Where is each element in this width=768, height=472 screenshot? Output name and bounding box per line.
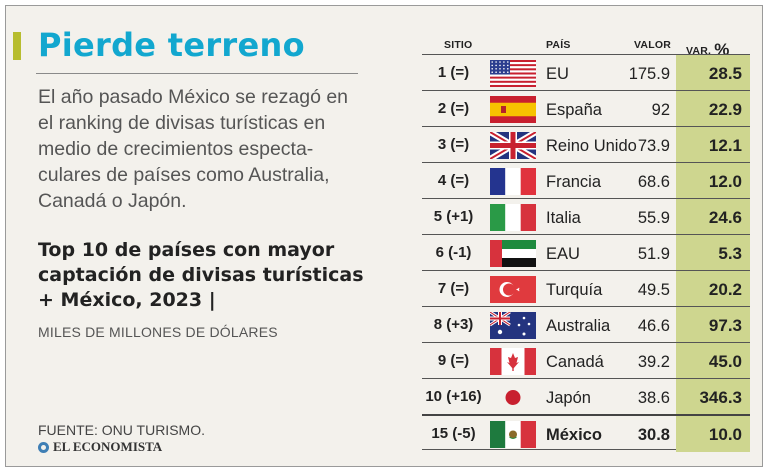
canada-flag-icon [490,348,536,375]
rank-cell: 5 (+1) [433,208,474,225]
rank-cell: 3 (=) [437,136,470,153]
table-row: 1 (=) EU 175.9 28.5 [422,54,750,91]
table-row: 10 (+16) Japón 38.6 346.3 [422,378,750,415]
italy-flag-icon [490,204,536,231]
header-sitio: SITIO [444,39,473,51]
mexico-flag-icon [490,421,536,448]
turkey-flag-icon [490,276,536,303]
value-cell: 55.9 [637,209,670,227]
value-cell: 175.9 [628,65,670,83]
value-cell: 30.8 [637,426,670,444]
var-cell: 24.6 [676,199,750,235]
value-cell: 38.6 [637,389,670,407]
var-cell: 12.0 [676,163,750,199]
value-cell: 68.6 [637,173,670,191]
country-cell: EU [546,65,569,83]
rank-cell: 7 (=) [437,280,470,297]
var-cell: 10.0 [676,416,750,452]
japan-flag-icon [490,384,536,411]
value-cell: 46.6 [637,317,670,335]
intro-text: El año pasado México se rezagó en el ran… [38,86,349,212]
table-row: 8 (+3) Australia 46.6 97.3 [422,306,750,343]
value-cell: 92 [651,101,670,119]
value-cell: 73.9 [637,137,670,155]
table-body: 1 (=) EU 175.9 28.5 2 (=) España 92 22.9 3 (=) Re… [422,54,750,452]
table-row: 7 (=) Turquía 49.5 20.2 [422,270,750,307]
rank-cell: 2 (=) [437,100,470,117]
country-cell: Japón [546,389,591,407]
var-cell: 28.5 [676,55,750,91]
rank-cell: 10 (+16) [425,388,482,405]
logo-icon [38,441,49,453]
var-cell: 12.1 [676,127,750,163]
country-cell: EAU [546,245,580,263]
header-pais: PAÍS [546,39,571,51]
value-cell: 39.2 [637,353,670,371]
var-cell: 45.0 [676,343,750,379]
table-row: 2 (=) España 92 22.9 [422,90,750,127]
value-cell: 49.5 [637,281,670,299]
publisher-logo: EL ECONOMISTA [38,439,162,455]
country-cell: Italia [546,209,581,227]
title-divider [36,73,358,74]
country-cell: Canadá [546,353,604,371]
country-cell: Reino Unido [546,137,637,155]
var-cell: 97.3 [676,307,750,343]
source-label: FUENTE: ONU TURISMO. [38,422,205,438]
chart-subtitle: Top 10 de países con mayor captación de … [38,239,364,311]
var-cell: 22.9 [676,91,750,127]
country-cell: Australia [546,317,611,335]
country-cell: Francia [546,173,602,191]
page-title: Pierde terreno [38,26,305,64]
table-row: 6 (-1) EAU 51.9 5.3 [422,234,750,271]
uk-flag-icon [490,132,536,159]
rank-cell: 4 (=) [437,172,470,189]
rank-cell: 15 (-5) [431,425,476,442]
table-row: 15 (-5) México 30.8 10.0 [422,414,750,452]
spain-flag-icon [490,96,536,123]
value-cell: 51.9 [637,245,670,263]
country-cell: Turquía [546,281,603,299]
country-cell: España [546,101,602,119]
rank-cell: 1 (=) [437,64,470,81]
rank-cell: 9 (=) [437,352,470,369]
france-flag-icon [490,168,536,195]
var-cell: 346.3 [676,379,750,415]
table-row: 9 (=) Canadá 39.2 45.0 [422,342,750,379]
country-cell: México [546,426,602,444]
uae-flag-icon [490,240,536,267]
table-row: 3 (=) Reino Unido 73.9 12.1 [422,126,750,163]
ranking-table: SITIO PAÍS VALOR VAR. % 1 (=) EU 175.9 28.5… [422,32,750,452]
australia-flag-icon [490,312,536,339]
table-row: 5 (+1) Italia 55.9 24.6 [422,198,750,235]
us-flag-icon [490,60,536,87]
rank-cell: 6 (-1) [435,244,472,261]
table-header: SITIO PAÍS VALOR VAR. % [422,32,750,59]
header-valor: VALOR [634,39,671,51]
accent-bar [13,32,21,60]
var-cell: 5.3 [676,235,750,271]
logo-text: EL ECONOMISTA [53,439,163,454]
rank-cell: 8 (+3) [433,316,474,333]
var-cell: 20.2 [676,271,750,307]
infographic-frame: Pierde terreno El año pasado México se r… [5,5,763,467]
units-label: MILES DE MILLONES DE DÓLARES [38,324,278,340]
table-row: 4 (=) Francia 68.6 12.0 [422,162,750,199]
